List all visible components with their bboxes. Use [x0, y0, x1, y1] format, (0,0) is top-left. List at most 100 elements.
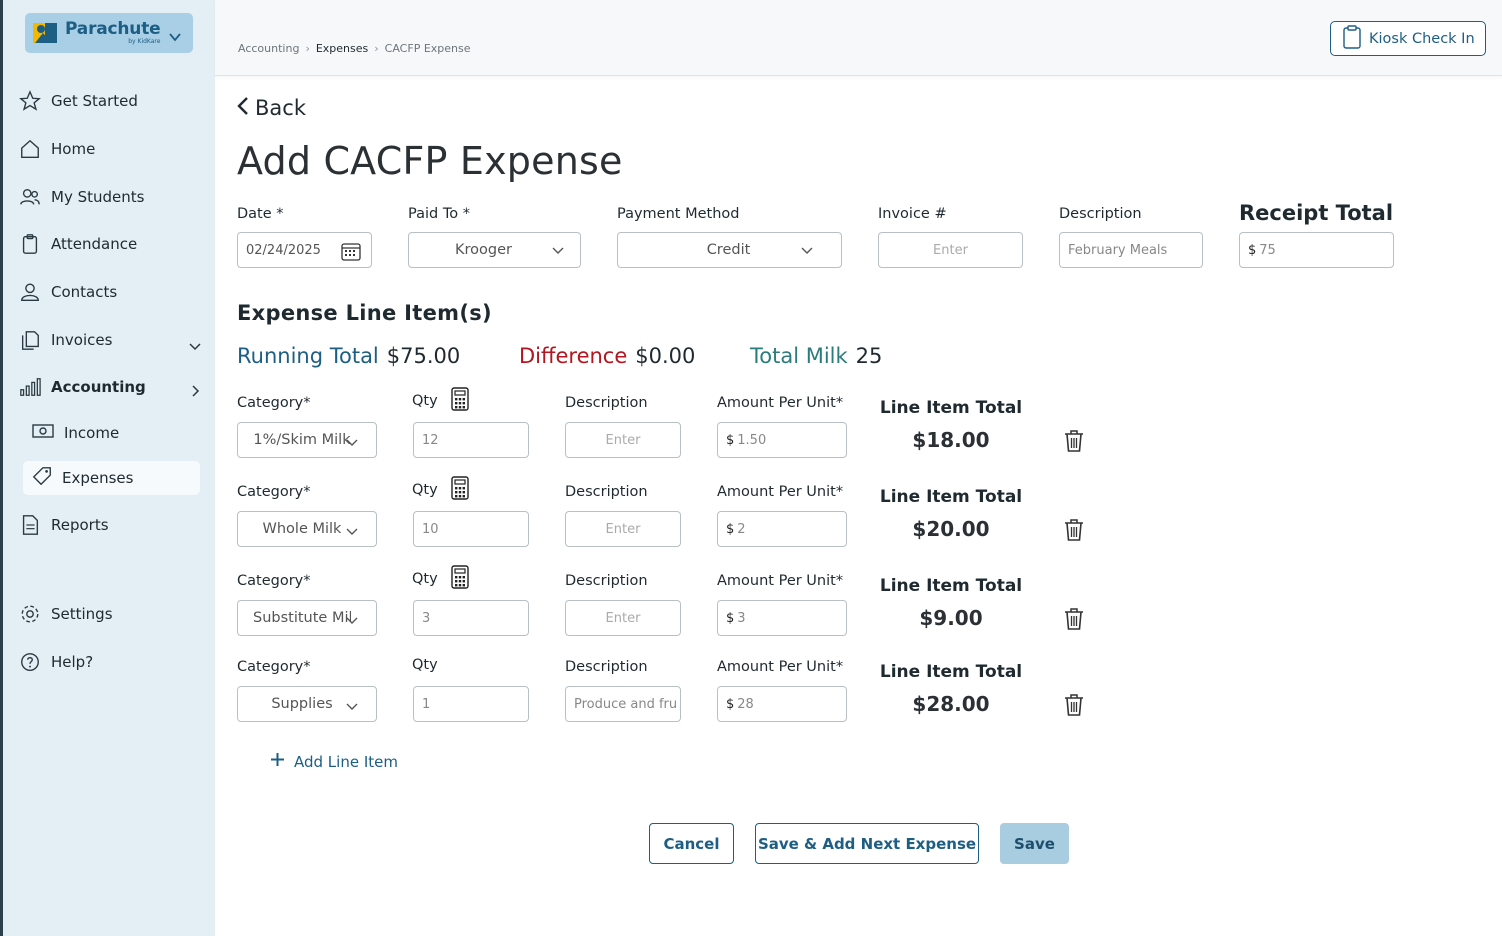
- line-description-input[interactable]: Enter: [565, 422, 681, 458]
- breadcrumb-current: CACFP Expense: [384, 42, 471, 55]
- breadcrumb-expenses[interactable]: Expenses: [315, 42, 369, 55]
- user-icon: [18, 280, 42, 304]
- page-title: Add CACFP Expense: [237, 139, 623, 183]
- sidebar-item-expenses[interactable]: Expenses: [23, 461, 200, 495]
- qty-label: Qty: [412, 482, 438, 498]
- brand-sub: by KidKare: [128, 38, 161, 45]
- sidebar-item-label: Settings: [51, 605, 113, 623]
- calculator-icon[interactable]: [451, 565, 469, 589]
- sidebar-item-label: My Students: [51, 188, 145, 206]
- amount-per-unit-input[interactable]: $1.50: [717, 422, 847, 458]
- back-link[interactable]: Back: [237, 96, 306, 120]
- kiosk-check-in-button[interactable]: Kiosk Check In: [1330, 21, 1486, 56]
- calculator-icon[interactable]: [451, 387, 469, 411]
- sidebar-item-home[interactable]: Home: [18, 135, 95, 163]
- category-label: Category*: [237, 395, 311, 411]
- amount-per-unit-value: 1.50: [737, 432, 767, 448]
- report-icon: [18, 513, 42, 537]
- calendar-icon[interactable]: [341, 241, 361, 265]
- date-field[interactable]: 02/24/2025: [237, 232, 372, 268]
- sidebar-item-attendance[interactable]: Attendance: [18, 230, 137, 258]
- sidebar-item-reports[interactable]: Reports: [18, 511, 109, 539]
- qty-input[interactable]: 1: [413, 686, 529, 722]
- qty-input[interactable]: 12: [413, 422, 529, 458]
- category-select[interactable]: 1%/Skim Milk: [237, 422, 377, 458]
- sidebar-item-label: Help?: [51, 653, 94, 671]
- line-description-placeholder: Enter: [605, 432, 641, 448]
- sidebar-item-contacts[interactable]: Contacts: [18, 278, 117, 306]
- invoice-input[interactable]: Enter: [878, 232, 1023, 268]
- sidebar-item-label: Income: [64, 424, 120, 442]
- amount-per-unit-input[interactable]: $28: [717, 686, 847, 722]
- receipt-total-value: 75: [1259, 242, 1276, 258]
- save-and-add-next-button[interactable]: Save & Add Next Expense: [755, 823, 979, 864]
- category-value: 1%/Skim Milk: [253, 432, 351, 448]
- chevron-down-icon: [801, 244, 813, 259]
- save-button[interactable]: Save: [1000, 823, 1069, 864]
- sidebar-item-label: Reports: [51, 516, 109, 534]
- amount-per-unit-value: 2: [737, 521, 746, 537]
- currency-prefix: $: [1248, 242, 1257, 258]
- amount-per-unit-input[interactable]: $3: [717, 600, 847, 636]
- difference: Difference $0.00: [519, 344, 695, 368]
- sidebar-item-get-started[interactable]: Get Started: [18, 87, 138, 115]
- sidebar-item-accounting[interactable]: Accounting: [18, 373, 146, 401]
- description-value: February Meals: [1068, 242, 1168, 258]
- sidebar-item-help[interactable]: Help?: [18, 648, 93, 676]
- line-description-placeholder: Enter: [605, 610, 641, 626]
- trash-icon[interactable]: [1064, 693, 1086, 717]
- calculator-icon[interactable]: [451, 476, 469, 500]
- description-input[interactable]: February Meals: [1059, 232, 1203, 268]
- add-line-item-button[interactable]: Add Line Item: [270, 752, 398, 771]
- line-item-total-value: $20.00: [912, 517, 990, 541]
- back-label: Back: [255, 96, 306, 120]
- sidebar-item-income[interactable]: Income: [28, 416, 200, 450]
- line-description-input[interactable]: Enter: [565, 511, 681, 547]
- qty-label: Qty: [412, 657, 438, 673]
- chevron-right-icon[interactable]: [192, 382, 200, 401]
- payment-method-label: Payment Method: [617, 206, 740, 222]
- category-select[interactable]: Substitute Milk: [237, 600, 377, 636]
- difference-label: Difference: [519, 344, 628, 368]
- chevron-down-icon: [169, 27, 181, 46]
- line-item-total-label: Line Item Total: [879, 576, 1023, 596]
- breadcrumb-accounting[interactable]: Accounting: [238, 42, 300, 55]
- trash-icon[interactable]: [1064, 429, 1086, 453]
- sidebar-item-label: Expenses: [62, 469, 134, 487]
- parachute-logo-icon: [31, 19, 59, 47]
- chevron-down-icon: [552, 244, 564, 259]
- line-description-input[interactable]: Produce and fru: [565, 686, 681, 722]
- qty-input[interactable]: 10: [413, 511, 529, 547]
- qty-input[interactable]: 3: [413, 600, 529, 636]
- category-select[interactable]: Supplies: [237, 686, 377, 722]
- sidebar-item-settings[interactable]: Settings: [18, 600, 113, 628]
- payment-method-select[interactable]: Credit: [617, 232, 842, 268]
- receipt-total-input[interactable]: $ 75: [1239, 232, 1394, 268]
- paid-to-value: Krooger: [455, 242, 512, 258]
- sidebar-item-my-students[interactable]: My Students: [18, 183, 144, 211]
- clipboard-icon: [18, 232, 42, 256]
- cancel-button[interactable]: Cancel: [649, 823, 734, 864]
- sidebar-item-label: Get Started: [51, 92, 138, 110]
- category-select[interactable]: Whole Milk: [237, 511, 377, 547]
- paid-to-select[interactable]: Krooger: [408, 232, 581, 268]
- kiosk-check-in-label: Kiosk Check In: [1369, 30, 1475, 47]
- line-description-label: Description: [565, 395, 648, 411]
- line-description-input[interactable]: Enter: [565, 600, 681, 636]
- chevron-down-icon[interactable]: [189, 336, 201, 355]
- amount-per-unit-input[interactable]: $2: [717, 511, 847, 547]
- trash-icon[interactable]: [1064, 518, 1086, 542]
- trash-icon[interactable]: [1064, 607, 1086, 631]
- sidebar-item-invoices[interactable]: Invoices: [18, 326, 112, 354]
- running-total-value: $75.00: [386, 344, 461, 368]
- brand-name: Parachute: [65, 19, 161, 39]
- category-value: Supplies: [271, 696, 333, 712]
- brand-switcher[interactable]: Parachute by KidKare: [25, 13, 193, 53]
- sidebar-item-label: Attendance: [51, 235, 138, 253]
- description-label: Description: [1059, 206, 1142, 222]
- chevron-left-icon: [237, 96, 249, 120]
- paid-to-label: Paid To *: [408, 206, 470, 222]
- total-milk: Total Milk 25: [750, 344, 882, 368]
- amount-per-unit-value: 3: [737, 610, 746, 626]
- home-icon: [18, 137, 42, 161]
